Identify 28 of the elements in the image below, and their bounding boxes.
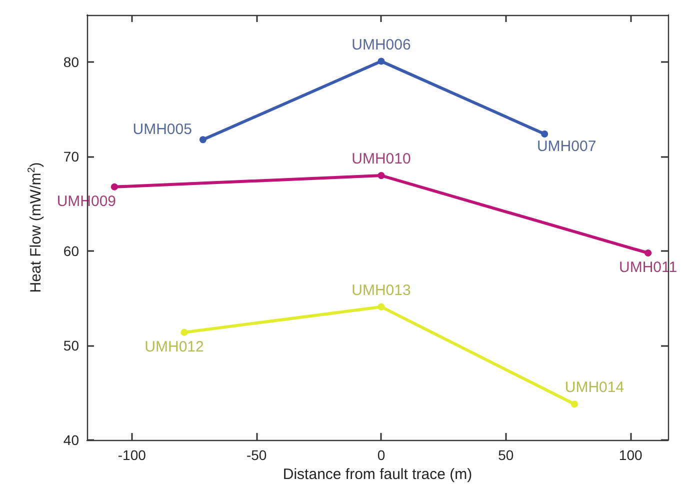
y-tick-label: 80 — [63, 54, 80, 70]
annotation: UMH006 — [352, 36, 411, 54]
annotation: UMH007 — [536, 138, 596, 155]
point — [199, 136, 206, 144]
point — [378, 172, 385, 180]
x-tick-label: -100 — [118, 447, 146, 463]
x-axis-title: Distance from fault trace (m) — [282, 466, 472, 483]
y-tick-label: 50 — [63, 338, 80, 354]
point — [644, 250, 652, 256]
annotation: UMH005 — [132, 121, 192, 138]
annotation: UMH013 — [352, 282, 411, 299]
x-tick-label: 50 — [498, 447, 514, 463]
point — [378, 303, 385, 310]
y-axis-title: Heat Flow (mW/m2) — [26, 162, 44, 293]
annotation: UMH012 — [144, 338, 204, 356]
x-tick-label: -50 — [246, 447, 267, 463]
point — [378, 58, 385, 65]
point — [110, 183, 118, 190]
point — [541, 130, 548, 138]
y-tick-label: 70 — [63, 148, 80, 165]
annotation: UMH014 — [564, 379, 624, 396]
point — [180, 328, 188, 336]
x-tick-label: 0 — [377, 447, 386, 463]
annotation: UMH010 — [352, 150, 411, 168]
y-tick-label: 60 — [63, 243, 80, 260]
point — [571, 400, 578, 408]
y-tick-label: 40 — [63, 432, 80, 448]
x-tick-label: 100 — [618, 447, 642, 463]
